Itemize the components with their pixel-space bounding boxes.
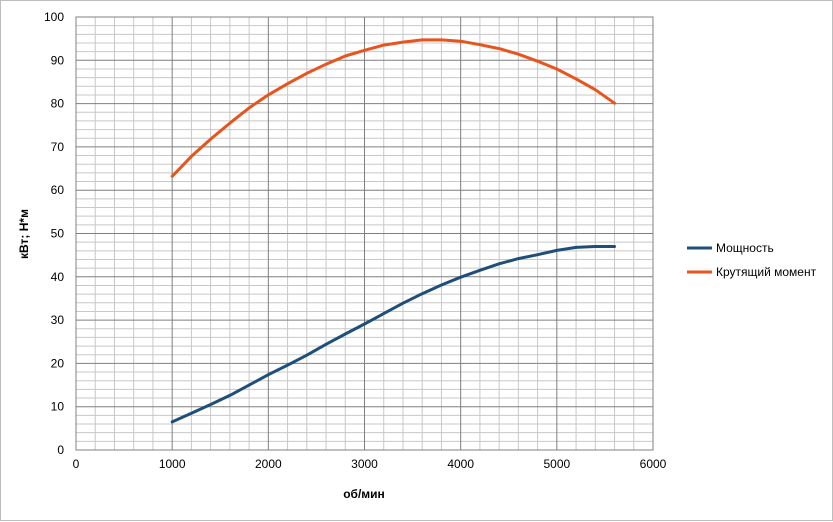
x-tick-label: 0	[73, 457, 80, 471]
x-axis-title: об/мин	[343, 487, 385, 501]
y-tick-label: 50	[51, 227, 65, 241]
x-tick-label: 4000	[447, 457, 474, 471]
x-axis-ticks: 0 1000 2000 3000 4000 5000 6000	[73, 457, 667, 471]
y-tick-label: 0	[57, 443, 64, 457]
y-tick-label: 80	[51, 97, 65, 111]
y-tick-label: 70	[51, 140, 65, 154]
legend: Мощность Крутящий момент	[687, 241, 817, 279]
y-axis-title: кВт; Н*м	[17, 209, 31, 259]
y-tick-label: 10	[51, 400, 65, 414]
plot-area-border	[75, 16, 654, 451]
major-gridlines	[75, 16, 654, 451]
x-tick-label: 5000	[543, 457, 570, 471]
x-tick-label: 1000	[159, 457, 186, 471]
y-tick-label: 90	[51, 53, 65, 67]
legend-label: Мощность	[716, 241, 774, 255]
y-tick-label: 60	[51, 183, 65, 197]
y-tick-label: 20	[51, 356, 65, 370]
y-axis-ticks: 0 10 20 30 40 50 60 70 80 90 100	[44, 10, 64, 457]
x-tick-label: 6000	[640, 457, 667, 471]
series-line-torque	[170, 38, 616, 178]
y-tick-label: 100	[44, 10, 64, 24]
x-tick-label: 3000	[351, 457, 378, 471]
y-tick-label: 30	[51, 313, 65, 327]
y-tick-label: 40	[51, 270, 65, 284]
x-tick-label: 2000	[255, 457, 282, 471]
legend-label: Крутящий момент	[716, 265, 817, 279]
series-lines	[170, 38, 616, 424]
series-line-power	[170, 245, 616, 424]
